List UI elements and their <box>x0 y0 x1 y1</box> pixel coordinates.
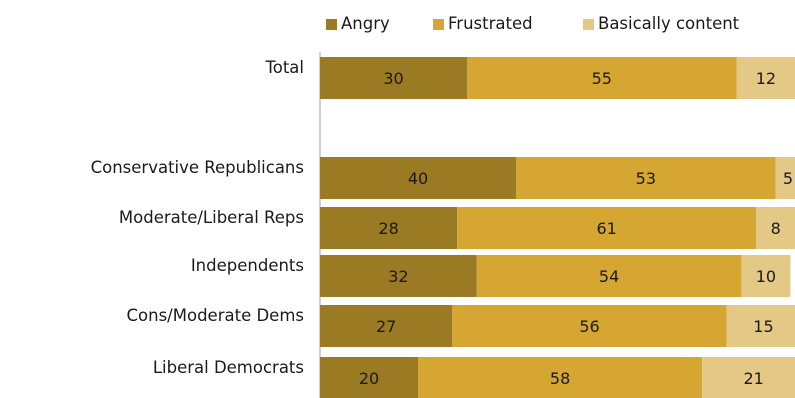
data-label-independents-frustrated: 54 <box>599 267 619 286</box>
category-label-moderate-liberal-reps: Moderate/Liberal Reps <box>119 208 304 227</box>
legend-label-angry: Angry <box>341 14 390 33</box>
data-label-total-frustrated: 55 <box>592 69 612 88</box>
bar-total-basically-content <box>736 57 795 99</box>
data-label-total-angry: 30 <box>383 69 403 88</box>
data-label-liberal-democrats-frustrated: 58 <box>550 369 570 388</box>
bar-moderate-liberal-reps-basically-content <box>756 207 795 249</box>
data-label-liberal-democrats-basically-content: 21 <box>743 369 763 388</box>
category-label-independents: Independents <box>191 256 304 275</box>
bar-cons-moderate-dems-basically-content <box>726 305 795 347</box>
data-label-total-basically-content: 12 <box>756 69 776 88</box>
bar-independents-angry <box>320 255 477 297</box>
bar-liberal-democrats-angry <box>320 357 418 398</box>
bar-conservative-republicans-frustrated <box>516 157 776 199</box>
legend-label-frustrated: Frustrated <box>448 14 533 33</box>
bar-liberal-democrats-basically-content <box>702 357 795 398</box>
legend-swatch-angry <box>326 19 337 30</box>
data-label-cons-moderate-dems-angry: 27 <box>376 317 396 336</box>
legend-label-basically-content: Basically content <box>598 14 740 33</box>
bar-moderate-liberal-reps-angry <box>320 207 458 249</box>
bar-conservative-republicans-angry <box>320 157 516 199</box>
bar-independents-frustrated <box>476 255 742 297</box>
data-label-liberal-democrats-angry: 20 <box>359 369 379 388</box>
data-label-cons-moderate-dems-frustrated: 56 <box>579 317 599 336</box>
bar-liberal-democrats-frustrated <box>418 357 703 398</box>
data-label-cons-moderate-dems-basically-content: 15 <box>753 317 773 336</box>
category-label-conservative-republicans: Conservative Republicans <box>91 158 304 177</box>
bar-independents-basically-content <box>741 255 791 297</box>
bar-total-frustrated <box>467 57 737 99</box>
data-label-moderate-liberal-reps-angry: 28 <box>378 219 398 238</box>
data-label-conservative-republicans-basically-content: 5 <box>783 169 793 188</box>
data-label-independents-basically-content: 10 <box>756 267 776 286</box>
data-label-independents-angry: 32 <box>388 267 408 286</box>
category-label-cons-moderate-dems: Cons/Moderate Dems <box>127 306 304 325</box>
data-label-moderate-liberal-reps-frustrated: 61 <box>596 219 616 238</box>
data-label-moderate-liberal-reps-basically-content: 8 <box>771 219 781 238</box>
category-labels: Total Conservative Republicans Moderate/Li… <box>91 58 304 377</box>
bars <box>320 57 795 398</box>
bar-cons-moderate-dems-angry <box>320 305 453 347</box>
data-labels: 30 55 12 40 53 5 28 61 8 32 54 10 27 56 15 20 58 21 <box>359 69 793 388</box>
legend-swatch-basically-content <box>583 19 594 30</box>
data-label-conservative-republicans-angry: 40 <box>408 169 428 188</box>
category-label-liberal-democrats: Liberal Democrats <box>153 358 304 377</box>
category-label-total: Total <box>264 58 304 77</box>
legend: Angry Frustrated Basically content <box>326 14 740 33</box>
data-label-conservative-republicans-frustrated: 53 <box>636 169 656 188</box>
bar-total-angry <box>320 57 467 99</box>
bar-conservative-republicans-basically-content <box>775 157 795 199</box>
legend-swatch-frustrated <box>433 19 444 30</box>
bar-moderate-liberal-reps-frustrated <box>457 207 757 249</box>
bar-cons-moderate-dems-frustrated <box>452 305 727 347</box>
